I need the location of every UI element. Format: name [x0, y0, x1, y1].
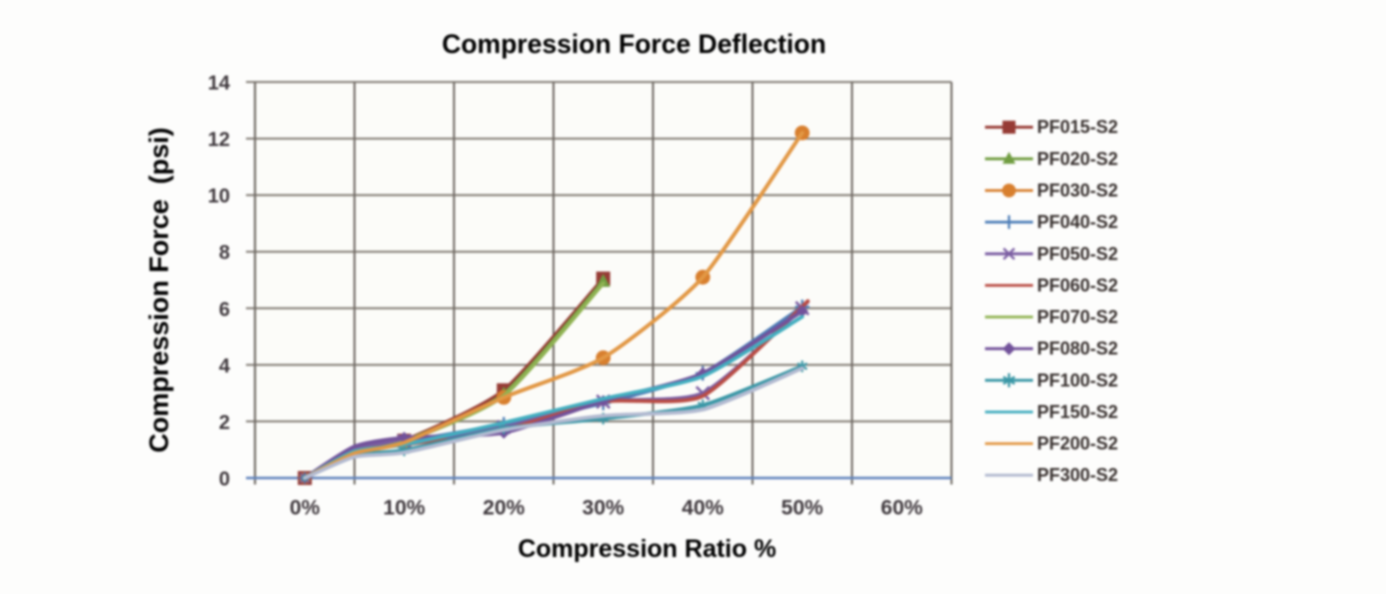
- svg-text:14: 14: [208, 73, 231, 95]
- svg-text:PF060-S2: PF060-S2: [1037, 275, 1118, 295]
- svg-text:4: 4: [219, 355, 231, 377]
- svg-text:PF050-S2: PF050-S2: [1037, 244, 1118, 264]
- svg-text:PF080-S2: PF080-S2: [1037, 339, 1118, 359]
- svg-text:50%: 50%: [781, 497, 823, 520]
- svg-text:10%: 10%: [383, 497, 425, 520]
- svg-text:2: 2: [219, 412, 230, 434]
- svg-text:Compression Force (psi): Compression Force (psi): [144, 127, 174, 453]
- svg-text:PF200-S2: PF200-S2: [1037, 434, 1118, 454]
- svg-text:60%: 60%: [881, 497, 923, 520]
- svg-text:PF070-S2: PF070-S2: [1037, 307, 1118, 327]
- svg-text:6: 6: [219, 299, 230, 321]
- svg-text:PF100-S2: PF100-S2: [1037, 370, 1118, 390]
- svg-text:Compression Ratio %: Compression Ratio %: [518, 535, 776, 563]
- svg-text:PF030-S2: PF030-S2: [1037, 181, 1118, 201]
- svg-text:40%: 40%: [682, 497, 724, 520]
- svg-text:PF150-S2: PF150-S2: [1037, 402, 1118, 422]
- svg-text:0%: 0%: [290, 497, 321, 520]
- svg-text:PF015-S2: PF015-S2: [1037, 117, 1118, 137]
- svg-text:8: 8: [219, 242, 230, 264]
- svg-text:PF020-S2: PF020-S2: [1037, 149, 1118, 169]
- svg-text:20%: 20%: [483, 497, 525, 520]
- svg-text:PF300-S2: PF300-S2: [1037, 465, 1118, 485]
- svg-text:PF040-S2: PF040-S2: [1037, 212, 1118, 232]
- svg-text:30%: 30%: [582, 497, 624, 520]
- svg-text:Compression Force Deflection: Compression Force Deflection: [442, 29, 826, 59]
- svg-text:12: 12: [208, 129, 230, 151]
- svg-text:10: 10: [208, 186, 230, 208]
- svg-text:0: 0: [219, 469, 230, 491]
